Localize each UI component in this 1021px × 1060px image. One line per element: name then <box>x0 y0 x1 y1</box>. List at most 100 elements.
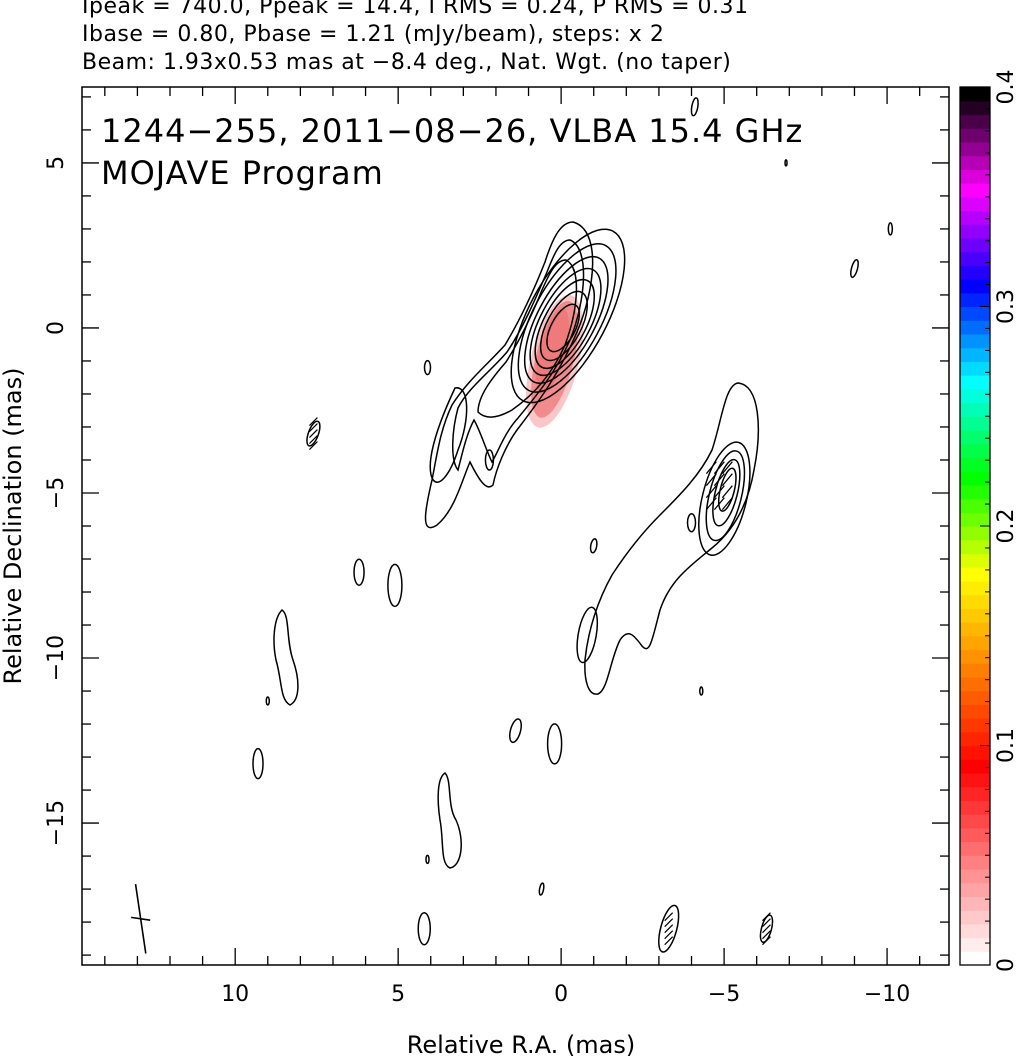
evpa-tick <box>308 423 318 433</box>
colorbar-segment <box>960 814 990 829</box>
colorbar-segment <box>960 690 990 705</box>
y-tick-label: −5 <box>44 477 69 509</box>
colorbar-segment <box>960 457 990 472</box>
evpa-tick <box>721 497 733 511</box>
evpa-tick <box>762 924 771 934</box>
total-intensity-contours <box>252 97 894 953</box>
noise-contour <box>887 222 894 236</box>
y-axis-label: Relative Declination (mas) <box>0 367 27 684</box>
evpa-vectors <box>308 417 771 946</box>
knot-contour <box>698 441 751 556</box>
noise-contour <box>265 696 271 706</box>
colorbar-segment <box>960 251 990 266</box>
noise-contour <box>425 854 430 865</box>
noise-contour <box>699 686 704 696</box>
evpa-tick <box>721 473 733 487</box>
colorbar-tick-labels: 0 0.1 0.2 0.3 0.4 <box>994 70 1019 973</box>
colorbar-segment <box>960 704 990 719</box>
evpa-tick <box>308 429 318 439</box>
colorbar-segment <box>960 388 990 404</box>
colorbar-segment <box>960 306 990 321</box>
colorbar-segment <box>960 923 990 939</box>
colorbar-segment <box>960 114 990 129</box>
colorbar-segment <box>960 526 990 541</box>
evpa-tick <box>705 473 717 487</box>
evpa-tick <box>713 461 725 475</box>
knot-contour <box>712 458 741 527</box>
noise-contour <box>437 772 462 869</box>
header-line-2: Ibase = 0.80, Pbase = 1.21 (mJy/beam), s… <box>82 22 665 47</box>
colorbar-segment <box>960 87 990 102</box>
noise-contour <box>658 904 680 953</box>
evpa-tick <box>664 930 674 940</box>
colorbar-segment <box>960 594 990 609</box>
evpa-tick <box>713 497 725 511</box>
colorbar-segment <box>960 169 990 184</box>
core-contour <box>529 267 602 377</box>
beam-minor-axis <box>131 916 151 921</box>
noise-contour <box>353 558 365 586</box>
colorbar-segment <box>960 786 990 801</box>
noise-contour <box>306 420 321 447</box>
colorbar-segment <box>960 333 990 349</box>
header-line-1: Ipeak = 740.0, Ppeak = 14.4, I RMS = 0.2… <box>82 0 749 19</box>
colorbar-segment <box>960 745 990 760</box>
x-tick-label: −5 <box>708 982 740 1007</box>
colorbar-tick-label: 0.1 <box>994 728 1019 763</box>
colorbar-segment <box>960 718 990 733</box>
core-contour <box>534 278 596 370</box>
colorbar-tick-label: 0.3 <box>994 289 1019 324</box>
colorbar-segment <box>960 567 990 582</box>
colorbar-segment <box>960 347 990 362</box>
noise-contour <box>484 449 495 471</box>
colorbar-segment <box>960 484 990 500</box>
colorbar-segment <box>960 375 990 390</box>
colorbar-segment <box>960 827 990 843</box>
western-jet-envelope <box>584 382 760 695</box>
colorbar-segment <box>960 896 990 911</box>
evpa-tick <box>308 435 318 445</box>
colorbar-segment <box>960 553 990 568</box>
colorbar-segment <box>960 580 990 596</box>
map-title: 1244−255, 2011−08−26, VLBA 15.4 GHz <box>101 112 803 150</box>
evpa-tick <box>713 473 725 487</box>
x-axis-label: Relative R.A. (mas) <box>407 1031 635 1059</box>
evpa-tick <box>705 461 717 475</box>
colorbar-segment <box>960 951 990 966</box>
evpa-tick <box>762 930 771 940</box>
colorbar-segment <box>960 210 990 225</box>
evpa-tick <box>308 441 318 451</box>
colorbar-segment <box>960 663 990 678</box>
evpa-tick <box>705 497 717 511</box>
colorbar-segment <box>960 155 990 170</box>
y-tick-label: 5 <box>44 156 69 170</box>
colorbar-segment <box>960 279 990 294</box>
x-tick-label: 10 <box>221 982 249 1007</box>
evpa-tick <box>713 485 725 499</box>
colorbar-segment <box>960 855 990 870</box>
x-tick-label: 5 <box>391 982 405 1007</box>
noise-contour <box>417 911 431 946</box>
restoring-beam <box>131 884 151 954</box>
colorbar-segment <box>960 759 990 774</box>
noise-contour <box>686 512 697 533</box>
jet-envelope-3 <box>477 259 578 418</box>
colorbar-segment <box>960 841 990 856</box>
y-tick-label: −15 <box>44 800 69 846</box>
evpa-tick <box>762 912 771 922</box>
colorbar-segment <box>960 320 990 335</box>
colorbar-segment <box>960 800 990 815</box>
noise-contour <box>509 718 522 744</box>
colorbar-segment <box>960 910 990 925</box>
noise-contour <box>690 97 699 117</box>
colorbar-segment <box>960 512 990 527</box>
knot-contour <box>717 467 737 512</box>
evpa-tick <box>721 461 733 475</box>
noise-contour <box>576 606 599 664</box>
colorbar-segment <box>960 622 990 637</box>
noise-contour <box>546 723 563 765</box>
noise-contour <box>784 159 788 167</box>
noise-contour <box>252 747 264 780</box>
noise-contour <box>589 538 598 554</box>
